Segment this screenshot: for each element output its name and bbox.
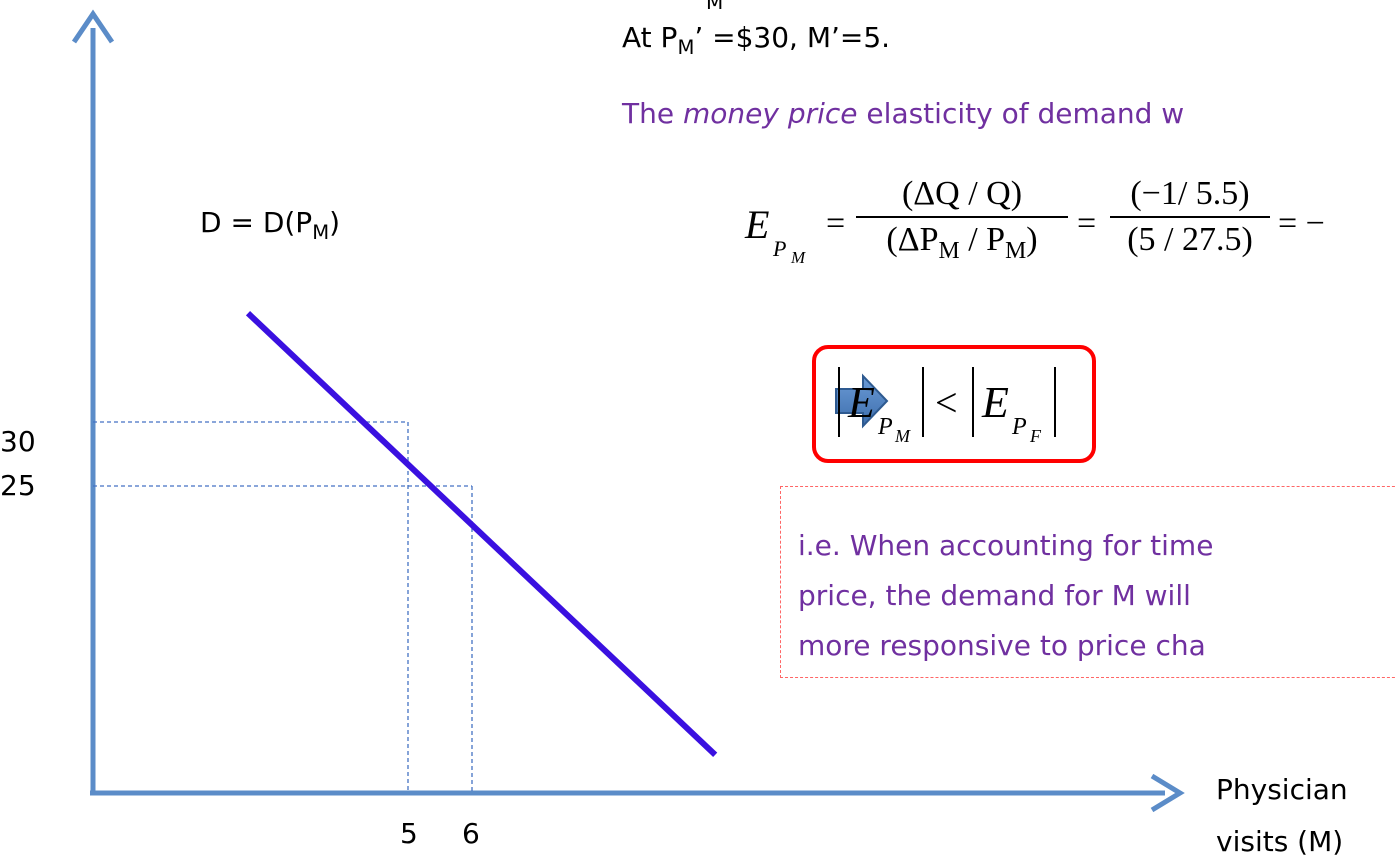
formula-equals-2: = [1077, 205, 1097, 242]
right-arrow-icon [835, 373, 889, 429]
y-axis-arrowhead [71, 9, 115, 44]
y-tick-label: 30 [0, 425, 36, 458]
inequality-lt: < [935, 380, 958, 425]
demand-curve-line [245, 311, 718, 757]
price-change-statement: At PM’ =$30, M’=5. [622, 21, 891, 59]
formula-tail: = − [1278, 205, 1325, 242]
fraction-1: (ΔQ / Q) (ΔPM / PM) [856, 176, 1068, 264]
abs-bar [922, 367, 924, 437]
inequality-E1-subsub: M [895, 426, 910, 446]
abs-bar [1054, 367, 1056, 437]
guide-lines [93, 421, 473, 793]
inequality-E2-sub: P [1012, 414, 1027, 440]
y-tick-label: 25 [0, 469, 36, 502]
abs-bar [838, 367, 840, 437]
inequality-highlight-box [812, 345, 1096, 463]
formula-lhs-sub: P [773, 236, 787, 261]
inequality-E1: E [848, 378, 875, 427]
x-axis-arrowhead [1150, 773, 1185, 813]
formula-equals-1: = [826, 205, 846, 242]
x-tick-label: 5 [400, 817, 418, 850]
note-line-2: price, the demand for M will [798, 579, 1191, 612]
x-axis-label-line-1: Physician [1216, 773, 1348, 806]
note-line-1: i.e. When accounting for time [798, 529, 1214, 562]
top-partial-subscript: M [706, 0, 724, 14]
interpretation-note-box [780, 486, 1395, 678]
elasticity-sentence: The money price elasticity of demand w [622, 97, 1185, 130]
inequality-E2: E [982, 378, 1009, 427]
x-axis-label-line-2: visits (M) [1216, 825, 1344, 858]
fraction-2: (−1/ 5.5) (5 / 27.5) [1110, 176, 1270, 257]
inequality-E2-subsub: F [1030, 426, 1041, 446]
x-tick-label: 6 [462, 817, 480, 850]
note-line-3: more responsive to price cha [798, 629, 1206, 662]
formula-lhs: E [745, 202, 770, 247]
inequality-E1-sub: P [878, 414, 893, 440]
demand-curve-label: D = D(PM) [200, 206, 341, 244]
abs-bar [972, 367, 974, 437]
formula-lhs-subsub: M [791, 248, 806, 267]
